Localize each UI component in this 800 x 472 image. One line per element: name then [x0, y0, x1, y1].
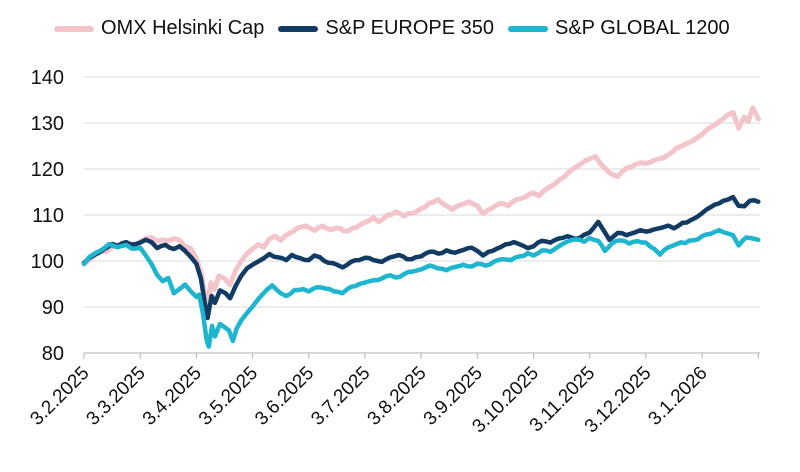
y-axis-label: 90: [42, 297, 64, 319]
series-line-s-p-europe-350: [81, 194, 761, 321]
x-axis-label: 3.4.2025: [139, 363, 206, 430]
series-line-s-p-global-1200: [81, 227, 761, 349]
x-axis-label: 3.2.2025: [26, 363, 93, 430]
y-axis-label: 100: [31, 251, 64, 273]
legend-item-omx-helsinki-cap: OMX Helsinki Cap: [54, 17, 264, 40]
legend-label: S&P GLOBAL 1200: [555, 17, 730, 39]
legend-item-s-p-europe-350: S&P EUROPE 350: [278, 17, 494, 40]
x-axis-label: 3.8.2025: [364, 363, 431, 430]
series-line-omx-helsinki-cap: [81, 105, 761, 305]
x-axis-label: 3.5.2025: [195, 363, 262, 430]
legend-label: S&P EUROPE 350: [325, 17, 494, 39]
legend-swatch-omx-helsinki-cap: [54, 25, 94, 32]
x-axis-label: 3.6.2025: [251, 363, 318, 430]
y-axis-label: 140: [31, 67, 64, 89]
x-axis-label: 3.1.2026: [645, 363, 712, 430]
y-axis-label: 110: [32, 205, 64, 227]
x-axis-label: 3.7.2025: [307, 363, 374, 430]
y-axis-label: 120: [31, 159, 64, 181]
x-axis-label: 3.3.2025: [83, 363, 150, 430]
y-axis-label: 130: [31, 113, 64, 135]
legend-swatch-s-p-europe-350: [278, 25, 319, 32]
legend-label: OMX Helsinki Cap: [101, 17, 265, 39]
y-axis-label: 80: [42, 343, 64, 365]
legend-swatch-s-p-global-1200: [508, 25, 548, 32]
legend-item-s-p-global-1200: S&P GLOBAL 1200: [508, 17, 730, 40]
legend: OMX Helsinki Cap S&P EUROPE 350 S&P GLOBAL…: [54, 17, 730, 40]
